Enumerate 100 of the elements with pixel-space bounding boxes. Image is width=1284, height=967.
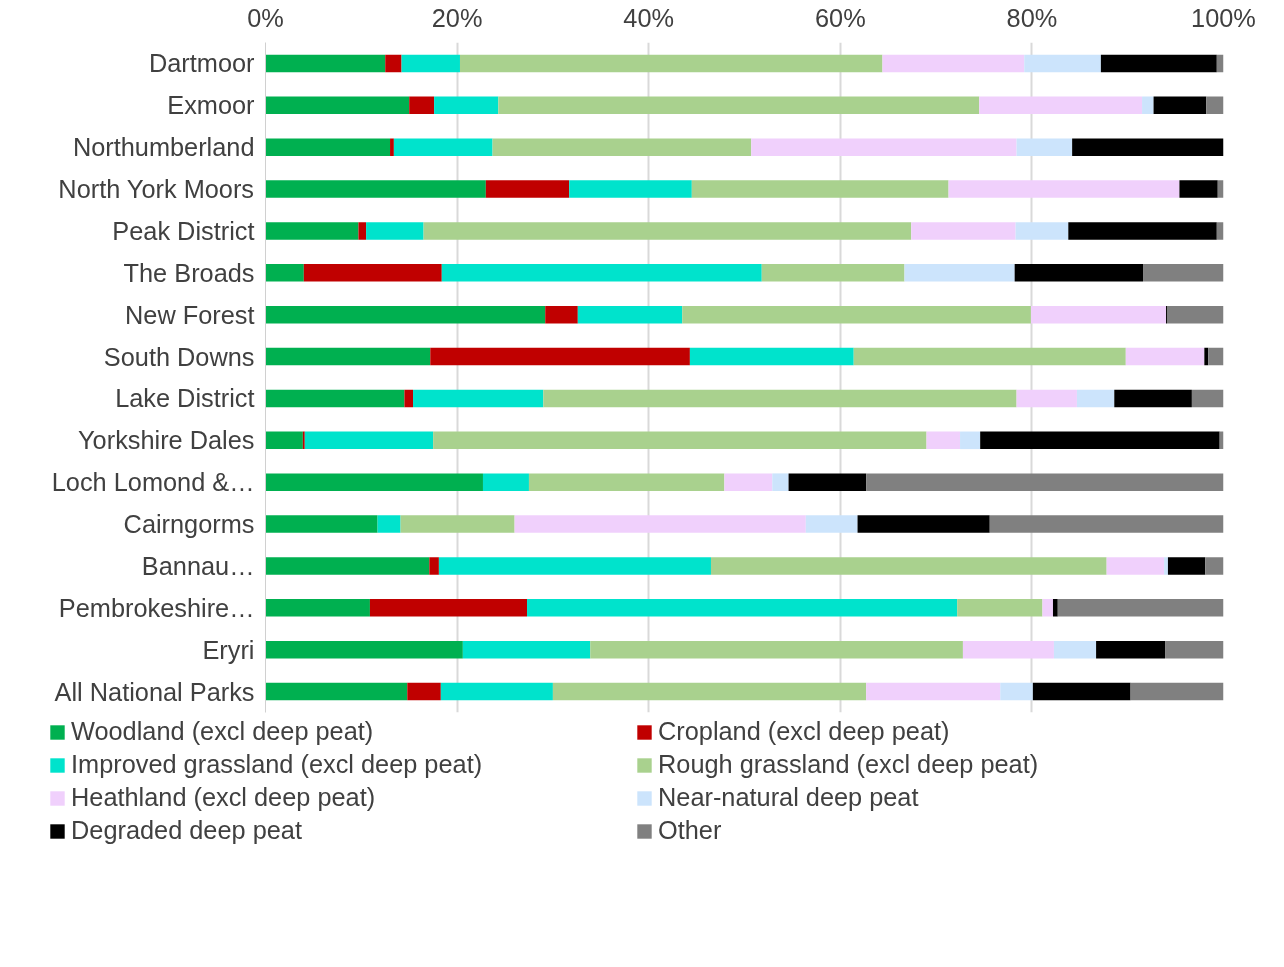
x-tick-label: 40% [623, 3, 675, 32]
bar [1015, 222, 1069, 240]
bar [1179, 180, 1218, 198]
bar [430, 347, 690, 366]
bar [552, 682, 867, 701]
bar [979, 96, 1143, 115]
bar [265, 305, 546, 324]
bar [492, 138, 752, 156]
bar [407, 682, 441, 701]
bar [1205, 557, 1224, 575]
bar [1014, 264, 1144, 282]
bar [482, 473, 529, 491]
bar [1000, 682, 1033, 701]
bar [459, 54, 883, 73]
bar [369, 599, 528, 617]
x-tick-label: 20% [431, 3, 483, 32]
legend-label: Rough grassland (excl deep peat) [658, 750, 1040, 779]
bar [528, 473, 725, 491]
bar [514, 515, 806, 533]
bar [265, 473, 483, 491]
bar [441, 264, 762, 282]
y-tick-label: All National Parks [54, 677, 255, 706]
bar [805, 515, 858, 533]
legend-label: Improved grassland (excl deep peat) [71, 750, 484, 779]
bar [366, 222, 424, 240]
bar [1053, 640, 1097, 659]
bar [265, 389, 405, 408]
bar [1204, 347, 1209, 366]
bar [866, 473, 1224, 491]
bar [577, 305, 683, 324]
bar [404, 389, 414, 408]
bar [904, 264, 1015, 282]
bar [948, 180, 1180, 198]
bar [462, 640, 591, 659]
bar [1208, 347, 1224, 366]
bar [440, 682, 553, 701]
bar [980, 431, 1220, 450]
bar [989, 515, 1224, 533]
y-tick-label: The Broads [123, 258, 255, 287]
bar [926, 431, 961, 450]
bar [413, 389, 544, 408]
bar [433, 431, 927, 450]
bar [1191, 389, 1224, 408]
bar [1072, 138, 1224, 156]
bar [401, 54, 460, 73]
bar [265, 431, 303, 450]
bar [960, 431, 981, 450]
bar [1057, 599, 1224, 617]
bar [1167, 557, 1206, 575]
bar [1052, 599, 1058, 617]
bar [724, 473, 773, 491]
legend-label: Degraded deep peat [71, 816, 303, 845]
bar [265, 599, 370, 617]
y-tick-label: Pembrokeshire… [58, 593, 255, 622]
bar [1016, 389, 1077, 408]
bar [1100, 54, 1217, 73]
bar [527, 599, 958, 617]
bar [400, 515, 515, 533]
bar [1164, 557, 1168, 575]
y-tick-label: Cairngorms [123, 510, 255, 539]
bar [265, 54, 386, 73]
bar [1114, 389, 1192, 408]
bar [265, 557, 430, 575]
bar [265, 264, 304, 282]
bar [423, 222, 912, 240]
bar [1106, 557, 1165, 575]
bar [1030, 305, 1167, 324]
bar [1016, 138, 1073, 156]
bar [1076, 389, 1115, 408]
bar [1130, 682, 1224, 701]
bar [1068, 222, 1217, 240]
bar [265, 138, 391, 156]
bar [911, 222, 1016, 240]
y-tick-label: Eryri [202, 635, 255, 664]
bar [866, 682, 1001, 701]
legend-label: Heathland (excl deep peat) [71, 783, 377, 812]
bar [853, 347, 1126, 366]
bar [438, 557, 711, 575]
legend-label: Cropland (excl deep peat) [658, 717, 951, 746]
bar [485, 180, 570, 198]
bar [691, 180, 949, 198]
bar [265, 180, 486, 198]
bar [543, 389, 1017, 408]
bar [1032, 682, 1131, 701]
y-tick-label: Bannau… [141, 551, 255, 580]
bar [857, 515, 990, 533]
bar [957, 599, 1043, 617]
y-tick-label: New Forest [125, 300, 255, 329]
y-tick-label: Loch Lomond &… [51, 468, 255, 497]
bar [1165, 640, 1224, 659]
bar [1143, 264, 1224, 282]
bar [710, 557, 1107, 575]
bar [304, 431, 434, 450]
legend-label: Near-natural deep peat [658, 783, 920, 812]
legend-label: Other [658, 816, 723, 845]
bar [1216, 222, 1224, 240]
bar [1042, 599, 1053, 617]
y-tick-label: Lake District [115, 384, 255, 413]
bar [385, 54, 402, 73]
bar [788, 473, 867, 491]
